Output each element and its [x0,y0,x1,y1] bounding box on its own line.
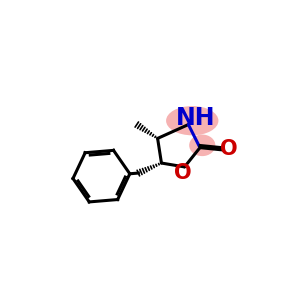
Text: O: O [220,139,238,159]
Ellipse shape [189,135,215,156]
Ellipse shape [166,106,218,135]
Text: O: O [174,163,192,183]
Text: NH: NH [176,106,216,130]
